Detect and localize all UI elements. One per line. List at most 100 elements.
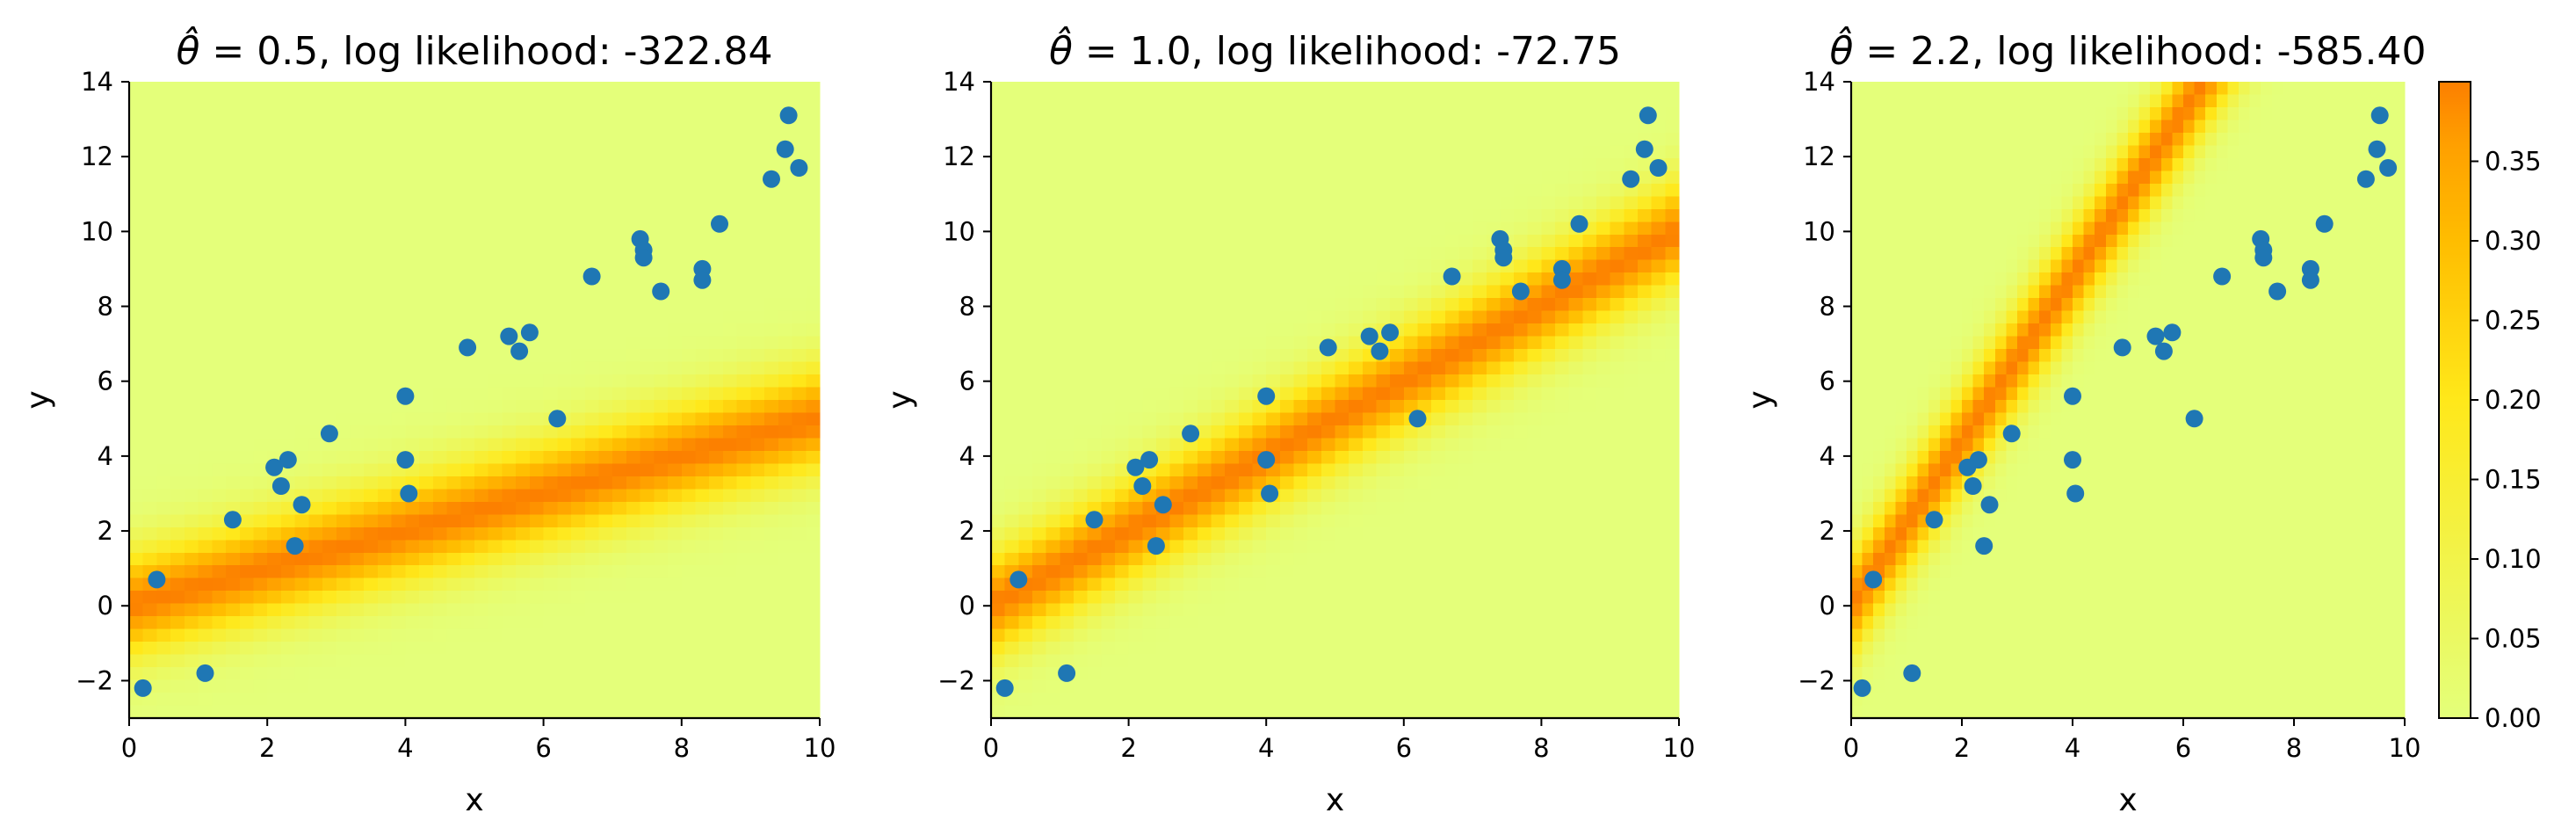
heatmap-cell (543, 616, 558, 630)
heatmap-cell (1568, 463, 1583, 477)
heatmap-cell (1514, 171, 1529, 185)
heatmap-cell (1018, 145, 1033, 159)
heatmap-cell (1183, 667, 1198, 681)
heatmap-cell (308, 171, 323, 185)
heatmap-cell (350, 323, 365, 338)
heatmap-cell (419, 106, 434, 121)
heatmap-cell (156, 361, 171, 375)
heatmap-cell (1458, 336, 1473, 350)
heatmap-cell (1211, 183, 1226, 197)
heatmap-cell (1582, 412, 1597, 426)
heatmap-cell (1321, 310, 1336, 324)
heatmap-cell (280, 82, 296, 96)
heatmap-cell (695, 323, 710, 338)
heatmap-cell (129, 247, 144, 261)
heatmap-cell (1225, 628, 1240, 643)
heatmap-cell (1266, 106, 1281, 121)
heatmap-cell (598, 514, 613, 528)
heatmap-cell (336, 132, 351, 146)
heatmap-cell (736, 705, 751, 719)
heatmap-cell (156, 412, 171, 426)
heatmap-cell (1541, 705, 1556, 719)
heatmap-cell (1307, 208, 1322, 222)
heatmap-cell (764, 145, 779, 159)
heatmap-cell (1624, 603, 1639, 617)
heatmap-cell (1514, 425, 1529, 439)
heatmap-cell (1527, 501, 1542, 515)
heatmap-cell (460, 400, 475, 414)
heatmap-cell (1238, 693, 1254, 707)
heatmap-cell (1252, 642, 1267, 656)
heatmap-cell (1541, 259, 1556, 273)
heatmap-cell (1376, 540, 1391, 554)
heatmap-cell (1555, 120, 1570, 134)
heatmap-cell (1266, 298, 1281, 312)
data-point (652, 282, 670, 301)
heatmap-cell (584, 361, 600, 375)
heatmap-cell (612, 157, 627, 171)
heatmap-cell (709, 693, 724, 707)
heatmap-cell (668, 463, 683, 477)
heatmap-cell (1293, 412, 1308, 426)
heatmap-cell (991, 247, 1006, 261)
heatmap-cell (764, 425, 779, 439)
heatmap-cell (1473, 679, 1487, 693)
heatmap-cell (1197, 94, 1212, 108)
heatmap-cell (267, 591, 282, 605)
heatmap-cell (1362, 145, 1378, 159)
heatmap-cell (681, 489, 697, 503)
heatmap-cell (1555, 628, 1570, 643)
heatmap-cell (764, 259, 779, 273)
heatmap-cell (239, 94, 255, 108)
heatmap-cell (1349, 323, 1364, 338)
heatmap-cell (253, 642, 268, 656)
heatmap-cell (364, 476, 379, 490)
heatmap-cell (1376, 628, 1391, 643)
heatmap-cell (668, 438, 683, 452)
heatmap-cell (1349, 628, 1364, 643)
heatmap-cell (1362, 463, 1378, 477)
heatmap-cell (1004, 361, 1019, 375)
heatmap-cell (1403, 285, 1419, 299)
heatmap-cell (377, 94, 393, 108)
heatmap-cell (350, 705, 365, 719)
heatmap-cell (239, 679, 255, 693)
heatmap-cell (1279, 145, 1295, 159)
heatmap-cell (377, 208, 393, 222)
heatmap-cell (1473, 540, 1487, 554)
heatmap-cell (1087, 705, 1102, 719)
heatmap-cell (184, 234, 199, 248)
heatmap-cell (640, 450, 655, 464)
heatmap-cell (1390, 591, 1405, 605)
heatmap-cell (1307, 642, 1322, 656)
heatmap-cell (129, 540, 144, 554)
heatmap-cell (1486, 132, 1501, 146)
heatmap-cell (364, 591, 379, 605)
heatmap-cell (226, 577, 241, 592)
heatmap-cell (654, 526, 669, 541)
heatmap-cell (764, 654, 779, 668)
heatmap-cell (1610, 552, 1624, 566)
heatmap-cell (557, 400, 572, 414)
heatmap-cell (668, 247, 683, 261)
heatmap-cell (308, 476, 323, 490)
heatmap-cell (1073, 526, 1089, 541)
heatmap-cell (612, 514, 627, 528)
heatmap-cell (1087, 693, 1102, 707)
heatmap-cell (1444, 450, 1460, 464)
heatmap-cell (1458, 438, 1473, 452)
heatmap-cell (1624, 591, 1639, 605)
heatmap-cell (198, 540, 213, 554)
heatmap-cell (654, 132, 669, 146)
heatmap-cell (806, 616, 821, 630)
heatmap-cell (280, 693, 296, 707)
heatmap-cell (129, 628, 144, 643)
heatmap-cell (1555, 412, 1570, 426)
heatmap-cell (1527, 450, 1542, 464)
heatmap-cell (1638, 526, 1653, 541)
heatmap-cell (1046, 616, 1060, 630)
heatmap-cell (1087, 259, 1102, 273)
heatmap-cell (1183, 514, 1198, 528)
heatmap-cell (584, 679, 600, 693)
